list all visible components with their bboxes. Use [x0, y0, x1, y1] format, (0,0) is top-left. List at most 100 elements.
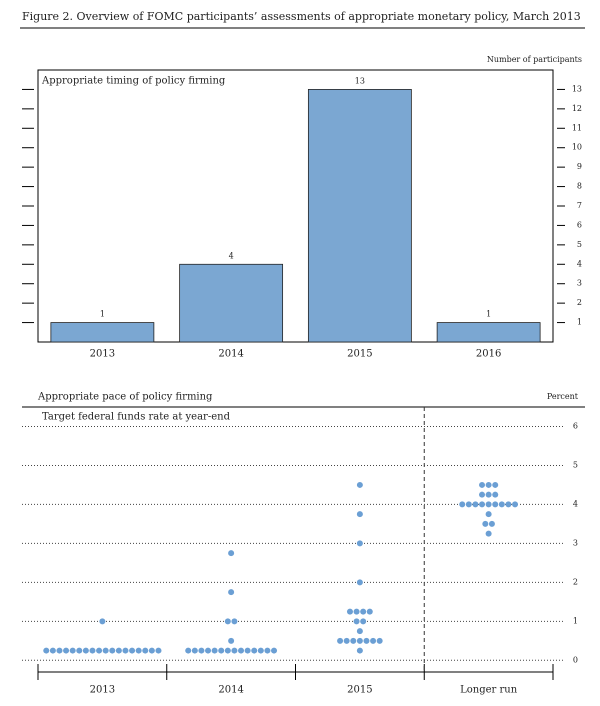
dot [155, 647, 162, 654]
dot [363, 637, 370, 644]
dot [231, 618, 238, 625]
dot [63, 647, 70, 654]
y-tick-label: 2 [577, 298, 582, 307]
y-tick-label: 8 [577, 182, 582, 191]
y-tick-label: 11 [572, 123, 582, 132]
y-tick-label: 6 [573, 421, 578, 430]
dot [505, 501, 512, 508]
bar [179, 263, 284, 343]
dot [350, 637, 357, 644]
dot [218, 647, 225, 654]
value-label: 1 [486, 310, 491, 319]
dot [148, 647, 155, 654]
dot [96, 647, 103, 654]
dot [485, 481, 492, 488]
dot [356, 540, 363, 547]
dot [135, 647, 142, 654]
dot [360, 618, 367, 625]
dot [346, 608, 353, 615]
dot [228, 589, 235, 596]
dot [356, 511, 363, 518]
x-tick-label: 2014 [218, 349, 243, 360]
y-tick-label: 4 [577, 259, 582, 268]
y-tick-label: 7 [577, 201, 582, 210]
dot [49, 647, 56, 654]
dot [492, 491, 499, 498]
dot [228, 637, 235, 644]
dot [205, 647, 212, 654]
dot [366, 608, 373, 615]
dot [479, 491, 486, 498]
dot [459, 501, 466, 508]
y-axis-label: Percent [547, 392, 579, 401]
chart-title: Appropriate pace of policy firming [37, 392, 213, 403]
dot [211, 647, 218, 654]
dot [360, 608, 367, 615]
dot [370, 637, 377, 644]
x-tick-label: 2013 [90, 685, 115, 696]
y-tick-label: 2 [573, 577, 578, 586]
dot [356, 481, 363, 488]
dot [191, 647, 198, 654]
dot [465, 501, 472, 508]
x-tick-label: 2013 [90, 349, 115, 360]
figure-title: Figure 2. Overview of FOMC participants’… [22, 10, 581, 23]
y-tick-label: 12 [572, 104, 582, 113]
dot [244, 647, 251, 654]
x-tick-label: 2016 [476, 349, 501, 360]
dot [512, 501, 519, 508]
dot [198, 647, 205, 654]
y-tick-label: 13 [572, 84, 582, 93]
x-tick-label: 2015 [347, 685, 372, 696]
dot [185, 647, 192, 654]
dot [271, 647, 278, 654]
dot [122, 647, 129, 654]
dot [492, 501, 499, 508]
dot [485, 530, 492, 537]
bar [436, 322, 541, 343]
dot [337, 637, 344, 644]
dot [251, 647, 258, 654]
y-tick-label: 4 [573, 499, 578, 508]
dot [485, 491, 492, 498]
chart-subtitle: Target federal funds rate at year-end [42, 412, 231, 423]
dot [376, 637, 383, 644]
y-tick-label: 10 [572, 143, 582, 152]
dot [129, 647, 136, 654]
y-tick-label: 3 [577, 279, 582, 288]
dot [353, 618, 360, 625]
y-tick-label: 0 [573, 655, 578, 664]
dot [472, 501, 479, 508]
dot [356, 628, 363, 635]
dot [76, 647, 83, 654]
dot [238, 647, 245, 654]
y-tick-label: 5 [577, 240, 582, 249]
dot [82, 647, 89, 654]
y-axis-label: Number of participants [487, 55, 582, 64]
dot [482, 520, 489, 527]
dot [228, 550, 235, 557]
dot [99, 618, 106, 625]
y-tick-label: 1 [573, 616, 578, 625]
dot [356, 637, 363, 644]
dot [498, 501, 505, 508]
plot-frame [37, 69, 554, 343]
dot [231, 647, 238, 654]
dot [43, 647, 50, 654]
dot [115, 647, 122, 654]
dot [492, 481, 499, 488]
x-tick-label: 2014 [218, 685, 243, 696]
x-tick-label: Longer run [460, 685, 518, 696]
dot [69, 647, 76, 654]
dot [485, 511, 492, 518]
value-label: 1 [100, 310, 105, 319]
dot [224, 618, 231, 625]
dot [142, 647, 149, 654]
dot [224, 647, 231, 654]
dot [353, 608, 360, 615]
dot [102, 647, 109, 654]
dot [356, 647, 363, 654]
y-tick-label: 6 [577, 220, 582, 229]
dot [89, 647, 96, 654]
